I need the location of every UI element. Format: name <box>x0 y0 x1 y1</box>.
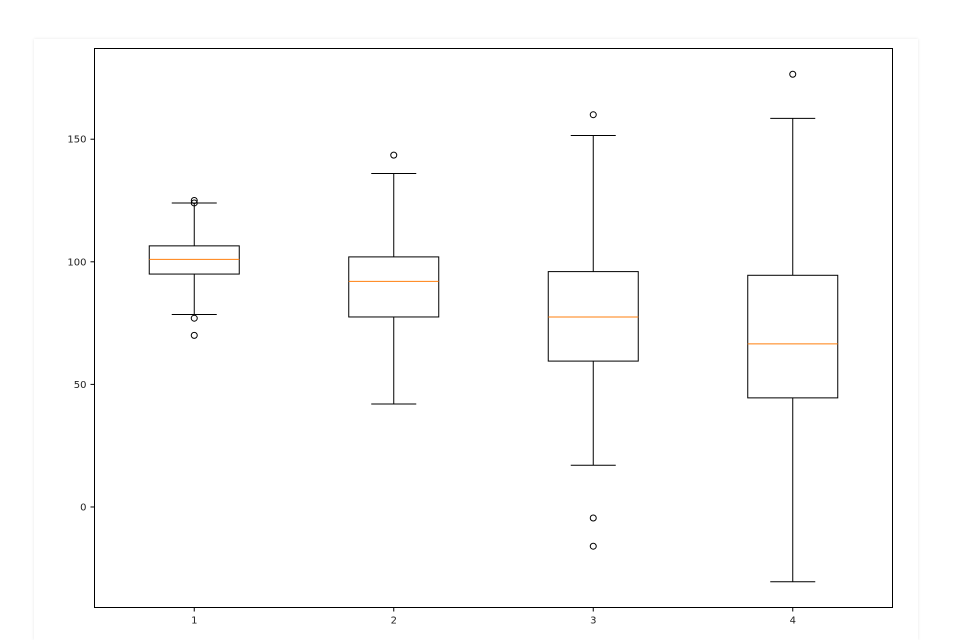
outlier-point <box>589 514 597 522</box>
outlier-point <box>190 331 198 339</box>
outlier-point <box>589 542 597 550</box>
iqr-box <box>747 274 839 399</box>
box-4 <box>747 70 839 583</box>
outlier-point <box>589 111 597 119</box>
y-tick-label: 0 <box>80 502 86 513</box>
outlier-point <box>390 151 398 159</box>
iqr-box <box>348 256 440 318</box>
box-plot-chart: 0 50 100 150 1 2 3 4 <box>67 48 893 627</box>
box-3 <box>547 111 639 550</box>
x-tick-label: 4 <box>790 616 796 627</box>
x-tick-label: 1 <box>191 616 197 627</box>
y-tick-label: 100 <box>67 257 86 268</box>
outlier-point <box>190 314 198 322</box>
y-axis: 0 50 100 150 <box>67 135 95 513</box>
x-tick-label: 2 <box>391 616 397 627</box>
x-tick-label: 3 <box>590 616 596 627</box>
box-2 <box>348 151 440 405</box>
y-tick-label: 150 <box>67 135 86 146</box>
plot-area-frame <box>94 48 893 608</box>
iqr-box <box>547 271 639 362</box>
y-tick-label: 50 <box>74 380 87 391</box>
outlier-point <box>789 70 797 78</box>
x-axis: 1 2 3 4 <box>191 607 796 627</box>
outlier-point <box>190 199 198 207</box>
outlier-point <box>190 197 198 205</box>
boxes-group <box>148 70 839 583</box>
iqr-box <box>148 245 240 275</box>
box-1 <box>148 197 240 339</box>
chart-card: 0 50 100 150 1 2 3 4 <box>34 39 918 640</box>
